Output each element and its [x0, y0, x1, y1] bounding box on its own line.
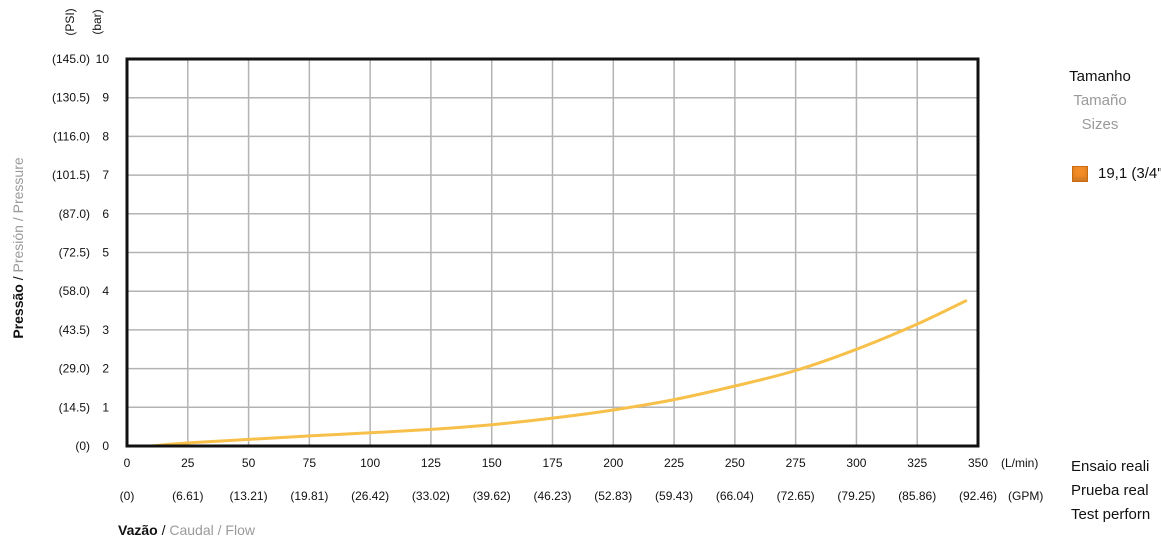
x2-tick-label: (72.65) [777, 489, 815, 503]
x2-tick-label: (46.23) [533, 489, 571, 503]
y-title-es: Presión [10, 225, 26, 273]
x2-tick-label: (79.25) [837, 489, 875, 503]
note-es: Prueba real [1071, 482, 1149, 499]
y-axis-title: Pressão / Presión / Pressure [10, 157, 26, 338]
x2-tick-label: (59.43) [655, 489, 693, 503]
series-line [149, 299, 968, 448]
x-tick-label: 50 [242, 456, 256, 470]
y2-tick-label: (101.5) [52, 168, 90, 182]
y-tick-label: 2 [102, 362, 109, 376]
y-tick-label: 5 [102, 246, 109, 260]
legend-swatch [1072, 165, 1088, 182]
y-unit-psi: (PSI) [63, 8, 77, 35]
y-tick-label: 0 [102, 439, 109, 453]
legend-title-en: Sizes [1081, 116, 1119, 133]
grid [126, 58, 979, 447]
y-title-en: Pressure [10, 157, 26, 214]
note-pt: Ensaio reali [1071, 458, 1150, 475]
y-tick-label: 4 [102, 284, 109, 298]
x-tick-label: 25 [181, 456, 195, 470]
x-tick-label: 250 [725, 456, 745, 470]
y-tick-label: 10 [96, 52, 110, 66]
x-tick-label: 200 [603, 456, 623, 470]
legend-title-pt: Tamanho [1069, 68, 1131, 85]
x-title-es: Caudal [169, 522, 214, 538]
x2-tick-label: (92.46) [959, 489, 997, 503]
x2-tick-label: (52.83) [594, 489, 632, 503]
x-tick-label: 325 [907, 456, 927, 470]
x2-tick-label: (19.81) [290, 489, 328, 503]
y-title-pt: Pressão [10, 284, 26, 339]
tick-labels: 0(0)25(6.61)50(13.21)75(19.81)100(26.42)… [52, 52, 997, 503]
y2-tick-label: (87.0) [59, 207, 90, 221]
y-unit-bar: (bar) [90, 9, 104, 34]
legend-item-label: 19,1 (3/4") [1098, 165, 1161, 182]
x2-tick-label: (0) [120, 489, 135, 503]
y-title-sep2: / [10, 213, 26, 226]
series-layer [149, 299, 968, 448]
y2-tick-label: (130.5) [52, 91, 90, 105]
note-en: Test perforn [1071, 506, 1151, 523]
y-tick-label: 9 [102, 91, 109, 105]
x-title-sep2: / [213, 522, 226, 538]
plot-frame [125, 57, 980, 448]
y2-tick-label: (14.5) [59, 400, 90, 414]
y2-tick-label: (29.0) [59, 362, 90, 376]
y-tick-label: 7 [102, 168, 109, 182]
x-tick-label: 225 [664, 456, 684, 470]
y-tick-label: 8 [102, 129, 109, 143]
y-tick-label: 6 [102, 207, 109, 221]
y-tick-label: 3 [102, 323, 109, 337]
y2-tick-label: (43.5) [59, 323, 90, 337]
x-tick-label: 300 [846, 456, 866, 470]
x2-tick-label: (6.61) [172, 489, 203, 503]
y2-tick-label: (0) [75, 439, 90, 453]
y2-tick-label: (72.5) [59, 246, 90, 260]
x-axis-title: Vazão / Caudal / Flow [118, 522, 255, 538]
y2-tick-label: (116.0) [53, 129, 90, 143]
x-tick-label: 275 [786, 456, 806, 470]
legend-title-es: Tamaño [1073, 92, 1127, 109]
x-unit-lmin: (L/min) [1001, 456, 1038, 470]
x-tick-label: 350 [968, 456, 988, 470]
x2-tick-label: (33.02) [412, 489, 450, 503]
x-unit-gpm: (GPM) [1008, 489, 1043, 503]
x2-tick-label: (13.21) [230, 489, 268, 503]
y2-tick-label: (145.0) [52, 52, 90, 66]
x2-tick-label: (85.86) [898, 489, 936, 503]
x2-tick-label: (26.42) [351, 489, 389, 503]
x-tick-label: 0 [124, 456, 131, 470]
x-title-pt: Vazão [118, 522, 158, 538]
x-tick-label: 75 [303, 456, 317, 470]
x-tick-label: 175 [542, 456, 562, 470]
legend-item: 19,1 (3/4") [1072, 165, 1161, 182]
x2-tick-label: (39.62) [473, 489, 511, 503]
x2-tick-label: (66.04) [716, 489, 754, 503]
x-tick-label: 100 [360, 456, 380, 470]
x-tick-label: 125 [421, 456, 441, 470]
y-title-sep: / [10, 272, 26, 285]
y2-tick-label: (58.0) [59, 284, 90, 298]
x-title-en: Flow [225, 522, 255, 538]
y-tick-label: 1 [102, 400, 109, 414]
x-title-sep: / [157, 522, 170, 538]
x-tick-label: 150 [482, 456, 502, 470]
